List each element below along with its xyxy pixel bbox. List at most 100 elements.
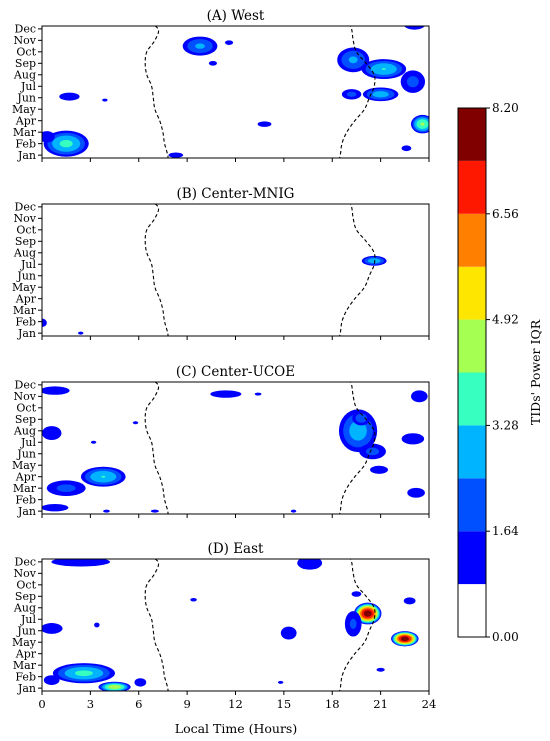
contour-blob: [98, 681, 131, 691]
contour-level: [400, 636, 409, 642]
contour-level: [297, 559, 323, 570]
contour-blob: [224, 40, 234, 45]
sunrise-terminator: [144, 559, 169, 691]
x-tick-label: 15: [277, 697, 292, 711]
colorbar-band: [458, 478, 486, 532]
panel-1: (B) Center-MNIG JanFebMarAprMayJunJulAugS…: [12, 186, 430, 340]
y-tick-label: Nov: [14, 212, 37, 225]
contour-blob: [52, 663, 115, 684]
y-tick-label: Feb: [15, 137, 36, 150]
y-tick-label: Apr: [15, 114, 37, 127]
contour-level: [355, 413, 367, 423]
contour-level: [224, 40, 234, 45]
y-tick-label: Nov: [14, 34, 37, 47]
x-tick-label: 3: [87, 697, 94, 711]
panel-title: (A) West: [207, 8, 265, 24]
y-tick-label: Jan: [17, 505, 36, 518]
contour-blob: [190, 598, 197, 602]
contour-blob: [401, 145, 412, 152]
sunrise-terminator: [144, 382, 169, 514]
y-tick-label: Aug: [13, 69, 36, 82]
contour-level: [280, 626, 297, 640]
contour-blob: [277, 680, 284, 684]
contour-level: [208, 60, 217, 66]
contour-level: [190, 598, 197, 602]
y-tick-label: Nov: [14, 567, 37, 580]
contour-blob: [94, 622, 100, 628]
contour-level: [403, 597, 416, 605]
contour-level: [168, 152, 184, 158]
contour-blob: [43, 675, 60, 685]
contour-level: [363, 610, 372, 617]
contour-blob: [77, 331, 84, 335]
y-tick-label: Jun: [16, 92, 36, 105]
contour-level: [254, 392, 262, 396]
contour-blob: [407, 487, 425, 498]
panel-3: (D) East JanFebMarAprMayJunJulAugSepOctNo…: [12, 541, 436, 711]
colorbar-tick-label: 1.64: [492, 524, 519, 538]
contour-level: [348, 56, 358, 64]
contour-level: [349, 618, 357, 629]
y-tick-label: Nov: [14, 390, 37, 403]
y-tick-label: Jan: [17, 149, 36, 162]
colorbar-band: [458, 531, 486, 585]
y-tick-label: Oct: [16, 402, 36, 415]
contour-level: [101, 475, 106, 478]
contour-level: [59, 139, 73, 148]
contour-blob: [404, 26, 425, 30]
contour-level: [105, 19, 114, 25]
panels: (A) WestJanFebMarAprMayJunJulAugSepOctNo…: [12, 8, 436, 711]
contour-blob: [42, 623, 63, 634]
contour-blob: [400, 70, 426, 93]
colorbar-band: [458, 584, 486, 637]
contour-blob: [351, 591, 362, 597]
contour-level: [381, 68, 386, 70]
y-tick-label: Mar: [13, 126, 37, 139]
colorbar-tick-label: 8.20: [492, 101, 519, 115]
y-tick-label: Sep: [15, 235, 36, 248]
contour-level: [42, 623, 63, 634]
contour-level: [43, 675, 60, 685]
contour-blob: [42, 503, 69, 512]
contour-level: [42, 503, 69, 512]
y-tick-label: Aug: [13, 602, 36, 615]
contour-level: [94, 622, 100, 628]
contour-blob: [297, 559, 323, 570]
colorbar-band: [458, 108, 486, 161]
contour-level: [277, 680, 284, 684]
contour-level: [407, 487, 425, 498]
colorbar-tick-label: 4.92: [492, 313, 519, 327]
y-tick-label: Mar: [13, 659, 37, 672]
contour-level: [59, 92, 80, 101]
contour-level: [376, 667, 385, 672]
colorbar-tick-label: 3.28: [492, 418, 519, 432]
contour-blob: [403, 597, 416, 605]
y-tick-label: Jul: [20, 613, 36, 626]
contour-level: [132, 421, 139, 425]
y-tick-label: Jul: [20, 436, 36, 449]
colorbar-band: [458, 372, 486, 426]
y-tick-label: May: [12, 636, 37, 649]
contour-blob: [103, 509, 110, 513]
x-axis-label: Local Time (Hours): [175, 721, 297, 736]
panel-title: (C) Center-UCOE: [176, 364, 295, 380]
contour-blob: [411, 390, 428, 403]
y-tick-label: Sep: [15, 57, 36, 70]
colorbar-band: [458, 266, 486, 320]
contour-blob: [208, 60, 217, 66]
contour-level: [349, 420, 367, 441]
contour-level: [411, 390, 428, 403]
y-tick-label: Oct: [16, 46, 36, 59]
contour-level: [290, 509, 297, 513]
contour-blob: [90, 440, 97, 444]
x-tick-label: 24: [422, 697, 437, 711]
contour-level: [346, 91, 357, 97]
colorbar-tick-label: 6.56: [492, 207, 519, 221]
x-tick-label: 0: [38, 697, 45, 711]
contour-blob: [361, 255, 387, 266]
contour-blob: [210, 390, 242, 398]
contour-level: [257, 121, 272, 127]
contour-level: [372, 91, 389, 98]
contour-level: [77, 331, 84, 335]
x-tick-label: 18: [325, 697, 340, 711]
